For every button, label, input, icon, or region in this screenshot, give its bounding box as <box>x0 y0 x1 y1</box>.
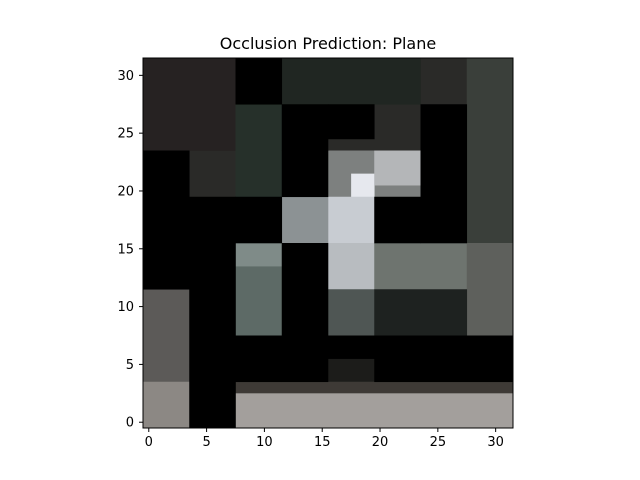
occlusion-patch <box>420 104 468 244</box>
heatmap-region <box>328 196 375 244</box>
occlusion-patch <box>235 196 283 244</box>
heatmap-region <box>235 243 283 267</box>
heatmap-region <box>374 289 468 336</box>
y-tick-label: 5 <box>126 358 134 373</box>
x-tick-label: 10 <box>256 435 273 450</box>
heatmap-region <box>374 150 421 186</box>
x-tick-label: 5 <box>202 435 210 450</box>
x-tick-label: 15 <box>314 435 331 450</box>
heatmap-region <box>235 104 283 198</box>
x-tick-label: 20 <box>372 435 389 450</box>
heatmap-region <box>235 381 514 394</box>
heatmap-region <box>466 58 514 244</box>
x-tick-label: 25 <box>430 435 447 450</box>
occlusion-patch <box>281 150 329 198</box>
occlusion-patch <box>235 58 283 105</box>
y-tick-label: 25 <box>117 127 134 142</box>
occlusion-patch <box>374 196 421 244</box>
y-tick-label: 15 <box>117 242 134 257</box>
axes: 0 5 10 15 20 25 30 0 5 10 15 20 25 30 <box>117 57 514 450</box>
occlusion-patch <box>328 104 375 140</box>
y-tick-label: 30 <box>117 69 134 84</box>
y-tick-label: 0 <box>126 416 134 431</box>
y-tick-label: 10 <box>117 300 134 315</box>
heatmap-region <box>235 393 514 429</box>
occlusion-patch <box>235 335 283 383</box>
occlusion-patch <box>143 150 190 290</box>
heatmap-region <box>328 289 375 336</box>
y-tick-label: 20 <box>117 184 134 199</box>
axes-frame <box>142 57 514 429</box>
heatmap-region <box>328 358 375 383</box>
heatmap-region <box>466 243 514 336</box>
x-tick-label: 30 <box>487 435 504 450</box>
heatmap-region <box>143 381 190 429</box>
occlusion-patch <box>281 104 329 151</box>
occlusion-patch <box>328 335 375 359</box>
heatmap-region <box>374 243 468 290</box>
heatmap-region <box>328 243 375 290</box>
x-tick-label: 0 <box>145 435 153 450</box>
heatmap-region <box>143 58 236 151</box>
heatmap-region <box>281 58 421 105</box>
occlusion-patch <box>374 335 514 383</box>
heatmap-image <box>143 58 514 429</box>
chart-title: Occlusion Prediction: Plane <box>220 34 436 53</box>
occlusion-patch <box>281 243 329 383</box>
heatmap-region <box>281 196 329 244</box>
occlusion-patch <box>189 196 236 429</box>
